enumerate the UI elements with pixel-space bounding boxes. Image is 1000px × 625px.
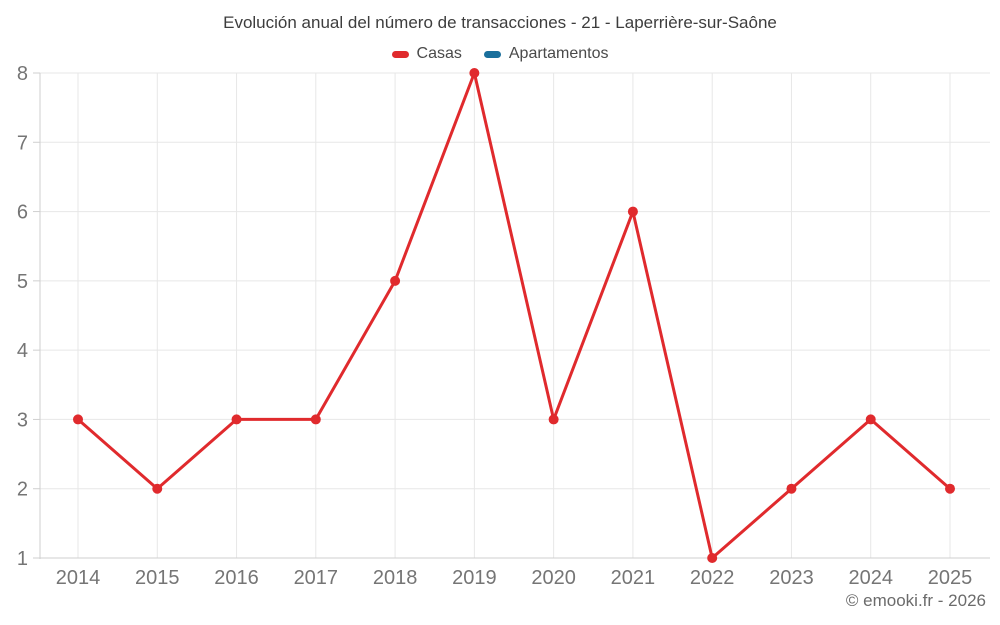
legend-item-apartamentos[interactable]: Apartamentos bbox=[483, 45, 609, 63]
y-axis-label: 2 bbox=[17, 479, 28, 501]
x-axis-label: 2018 bbox=[373, 567, 418, 589]
data-point-casas[interactable] bbox=[310, 414, 321, 425]
y-axis-label: 1 bbox=[17, 548, 28, 570]
data-point-casas[interactable] bbox=[945, 483, 955, 494]
legend-swatch-apartamentos bbox=[483, 50, 501, 58]
y-axis-label: 7 bbox=[17, 132, 28, 154]
x-axis-label: 2021 bbox=[611, 567, 656, 589]
copyright-credit: © emooki.fr - 2026 bbox=[845, 591, 986, 610]
x-axis-label: 2023 bbox=[769, 567, 814, 589]
legend-label-apartamentos: Apartamentos bbox=[508, 45, 609, 62]
series-line-casas bbox=[76, 71, 952, 560]
x-axis-label: 2020 bbox=[531, 567, 576, 589]
x-axis-label: 2016 bbox=[214, 567, 259, 589]
data-point-casas[interactable] bbox=[707, 553, 718, 563]
x-axis-label: 2014 bbox=[56, 567, 101, 589]
x-axis-label: 2017 bbox=[294, 567, 339, 589]
data-point-casas[interactable] bbox=[469, 68, 480, 78]
chart-legend: Casas Apartamentos bbox=[0, 45, 1000, 63]
y-axis-label: 8 bbox=[17, 63, 28, 85]
data-point-casas[interactable] bbox=[627, 206, 638, 217]
data-point-casas[interactable] bbox=[390, 275, 401, 286]
x-axis-label: 2024 bbox=[848, 567, 893, 589]
y-axis-label: 4 bbox=[17, 340, 28, 362]
data-point-casas[interactable] bbox=[548, 414, 559, 425]
x-axis-label: 2025 bbox=[928, 567, 973, 589]
x-axis-label: 2022 bbox=[690, 567, 735, 589]
x-axis-label: 2019 bbox=[452, 567, 497, 589]
legend-swatch-casas bbox=[391, 50, 409, 58]
data-point-casas[interactable] bbox=[152, 483, 163, 494]
data-point-casas[interactable] bbox=[865, 414, 876, 425]
y-axis-label: 5 bbox=[17, 271, 28, 293]
data-point-casas[interactable] bbox=[786, 483, 797, 494]
data-point-casas[interactable] bbox=[231, 414, 242, 425]
x-axis-label: 2015 bbox=[135, 567, 180, 589]
chart-title: Evolución anual del número de transaccio… bbox=[223, 13, 777, 32]
data-point-casas[interactable] bbox=[73, 414, 83, 425]
legend-item-casas[interactable]: Casas bbox=[391, 45, 462, 63]
y-axis-label: 6 bbox=[17, 202, 28, 224]
y-axis-label: 3 bbox=[17, 409, 28, 431]
legend-label-casas: Casas bbox=[416, 45, 462, 62]
